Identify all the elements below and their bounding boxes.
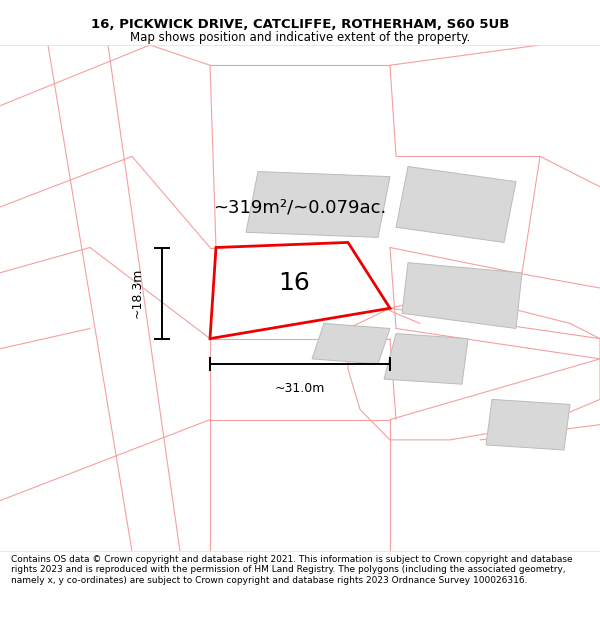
Polygon shape: [486, 399, 570, 450]
Text: ~31.0m: ~31.0m: [275, 382, 325, 394]
Polygon shape: [210, 242, 390, 339]
Text: Contains OS data © Crown copyright and database right 2021. This information is : Contains OS data © Crown copyright and d…: [11, 555, 572, 585]
Text: ~319m²/~0.079ac.: ~319m²/~0.079ac.: [214, 198, 386, 216]
Polygon shape: [246, 171, 390, 238]
Polygon shape: [312, 324, 390, 364]
Polygon shape: [246, 268, 348, 313]
Text: Map shows position and indicative extent of the property.: Map shows position and indicative extent…: [130, 31, 470, 44]
Polygon shape: [396, 166, 516, 242]
Polygon shape: [384, 334, 468, 384]
Text: 16, PICKWICK DRIVE, CATCLIFFE, ROTHERHAM, S60 5UB: 16, PICKWICK DRIVE, CATCLIFFE, ROTHERHAM…: [91, 18, 509, 31]
Text: ~18.3m: ~18.3m: [131, 268, 144, 318]
Polygon shape: [402, 262, 522, 329]
Text: 16: 16: [278, 271, 310, 295]
